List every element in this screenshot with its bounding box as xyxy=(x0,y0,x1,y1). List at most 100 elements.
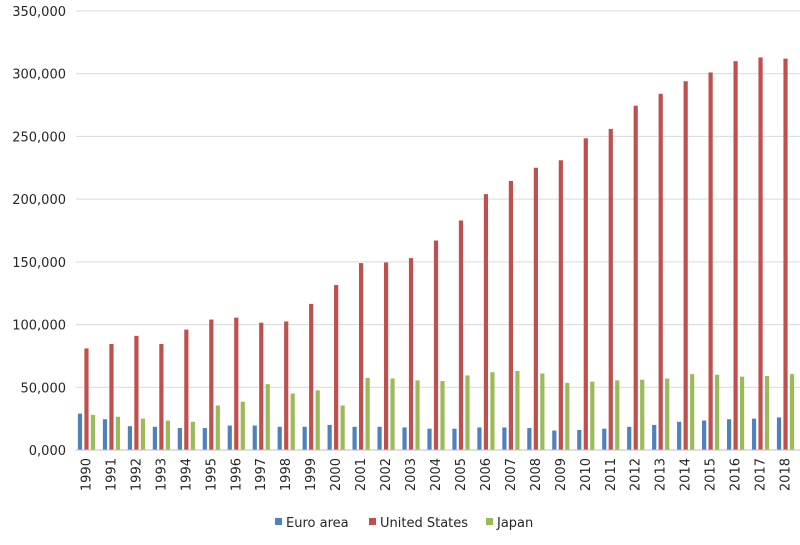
y-tick-label: 350,000 xyxy=(12,5,66,20)
bar-euro-area-1992 xyxy=(127,426,133,450)
x-tick-label: 2010 xyxy=(579,458,594,491)
x-tick-label: 2005 xyxy=(454,458,469,491)
x-tick-label: 2006 xyxy=(479,458,494,491)
x-tick-label: 1994 xyxy=(179,458,194,491)
bar-euro-area-1998 xyxy=(277,426,282,450)
bar-united-states-2008 xyxy=(533,167,538,451)
bar-euro-area-1999 xyxy=(302,426,307,450)
x-tick-label: 1991 xyxy=(104,458,119,491)
bar-japan-2001 xyxy=(365,377,370,450)
bar-japan-2005 xyxy=(465,375,470,450)
y-tick-label: 250,000 xyxy=(12,130,66,145)
bar-japan-2003 xyxy=(415,380,420,450)
bar-united-states-2014 xyxy=(683,81,688,451)
bar-euro-area-1990 xyxy=(77,413,83,450)
bar-euro-area-2001 xyxy=(352,426,357,450)
bar-euro-area-2010 xyxy=(577,429,582,450)
bar-japan-2002 xyxy=(390,378,395,450)
legend-label: United States xyxy=(380,516,468,531)
bar-japan-2004 xyxy=(440,381,445,450)
x-tick-label: 1992 xyxy=(129,458,144,491)
y-axis: 0,000 50,000 100,000 150,000 200,000 250,000 3… xyxy=(12,5,66,459)
bar-euro-area-2015 xyxy=(702,420,707,450)
bar-japan-1995 xyxy=(215,405,220,450)
bar-euro-area-2011 xyxy=(602,428,607,450)
legend: Euro area United States Japan xyxy=(275,516,533,531)
bar-japan-2013 xyxy=(665,378,670,450)
bar-euro-area-2012 xyxy=(627,426,632,450)
x-tick-label: 2004 xyxy=(429,458,444,491)
bar-united-states-1990 xyxy=(84,348,89,450)
bar-united-states-1993 xyxy=(159,344,164,450)
x-tick-label: 2007 xyxy=(504,458,519,491)
x-tick-label: 1993 xyxy=(154,458,169,491)
y-tick-label: 100,000 xyxy=(12,319,66,334)
x-tick-label: 2000 xyxy=(329,458,344,491)
bar-euro-area-2004 xyxy=(427,428,432,450)
x-tick-label: 2011 xyxy=(604,458,619,491)
bar-japan-1990 xyxy=(90,414,96,450)
bar-japan-2007 xyxy=(515,370,520,450)
x-tick-label: 2002 xyxy=(379,458,394,491)
legend-swatch xyxy=(275,518,282,525)
bar-united-states-1995 xyxy=(209,319,214,450)
bar-euro-area-2000 xyxy=(327,424,332,450)
bar-united-states-1994 xyxy=(184,329,189,450)
bar-japan-1997 xyxy=(265,384,270,450)
legend-label: Japan xyxy=(496,516,533,531)
bar-united-states-2011 xyxy=(608,128,613,450)
x-tick-label: 1996 xyxy=(229,458,244,491)
bar-japan-2017 xyxy=(764,376,770,450)
x-tick-label: 2014 xyxy=(679,458,694,491)
bar-japan-2008 xyxy=(540,373,545,450)
bar-united-states-2013 xyxy=(658,93,663,450)
bar-united-states-2005 xyxy=(458,220,464,450)
bar-euro-area-2009 xyxy=(552,430,557,450)
bar-japan-2016 xyxy=(739,376,745,450)
bar-euro-area-1997 xyxy=(252,425,257,450)
bar-united-states-2002 xyxy=(383,262,389,450)
bar-united-states-1991 xyxy=(109,344,114,450)
bar-euro-area-2018 xyxy=(776,417,782,450)
bar-united-states-1997 xyxy=(259,322,264,450)
bar-euro-area-2008 xyxy=(527,428,532,450)
x-tick-label: 1997 xyxy=(254,458,269,491)
bar-united-states-1992 xyxy=(134,335,139,450)
bar-euro-area-1996 xyxy=(227,425,232,450)
x-tick-label: 1995 xyxy=(204,458,219,491)
bar-japan-2014 xyxy=(690,374,695,450)
bar-united-states-2004 xyxy=(433,240,439,450)
bar-japan-1996 xyxy=(240,401,245,450)
bar-japan-2000 xyxy=(340,405,345,450)
bar-euro-area-1993 xyxy=(152,426,157,450)
x-tick-label: 2013 xyxy=(654,458,669,491)
bar-united-states-2016 xyxy=(733,61,738,451)
x-tick-label: 2015 xyxy=(704,458,719,491)
bar-euro-area-2013 xyxy=(652,424,657,450)
x-tick-label: 1999 xyxy=(304,458,319,491)
bar-euro-area-2007 xyxy=(502,427,507,450)
bar-euro-area-2017 xyxy=(751,418,757,450)
x-tick-label: 2016 xyxy=(729,458,744,491)
bar-euro-area-2002 xyxy=(377,426,382,450)
bar-united-states-1996 xyxy=(234,317,239,450)
bar-united-states-2010 xyxy=(583,138,588,450)
bar-united-states-2001 xyxy=(359,263,364,450)
bar-euro-area-2016 xyxy=(726,419,732,450)
x-tick-label: 1990 xyxy=(79,458,94,491)
bar-japan-2010 xyxy=(590,381,595,450)
x-tick-label: 2009 xyxy=(554,458,569,491)
bar-japan-2009 xyxy=(565,382,570,450)
bar-united-states-2003 xyxy=(408,258,414,450)
bar-united-states-2015 xyxy=(708,72,713,451)
bar-united-states-2017 xyxy=(758,57,763,450)
bar-united-states-2009 xyxy=(558,160,563,450)
x-tick-label: 2018 xyxy=(779,458,794,491)
x-tick-label: 2008 xyxy=(529,458,544,491)
bar-united-states-2000 xyxy=(334,285,339,450)
y-tick-label: 150,000 xyxy=(12,256,66,271)
bar-united-states-1999 xyxy=(309,303,314,450)
bars xyxy=(77,57,795,451)
y-tick-label: 300,000 xyxy=(12,68,66,83)
